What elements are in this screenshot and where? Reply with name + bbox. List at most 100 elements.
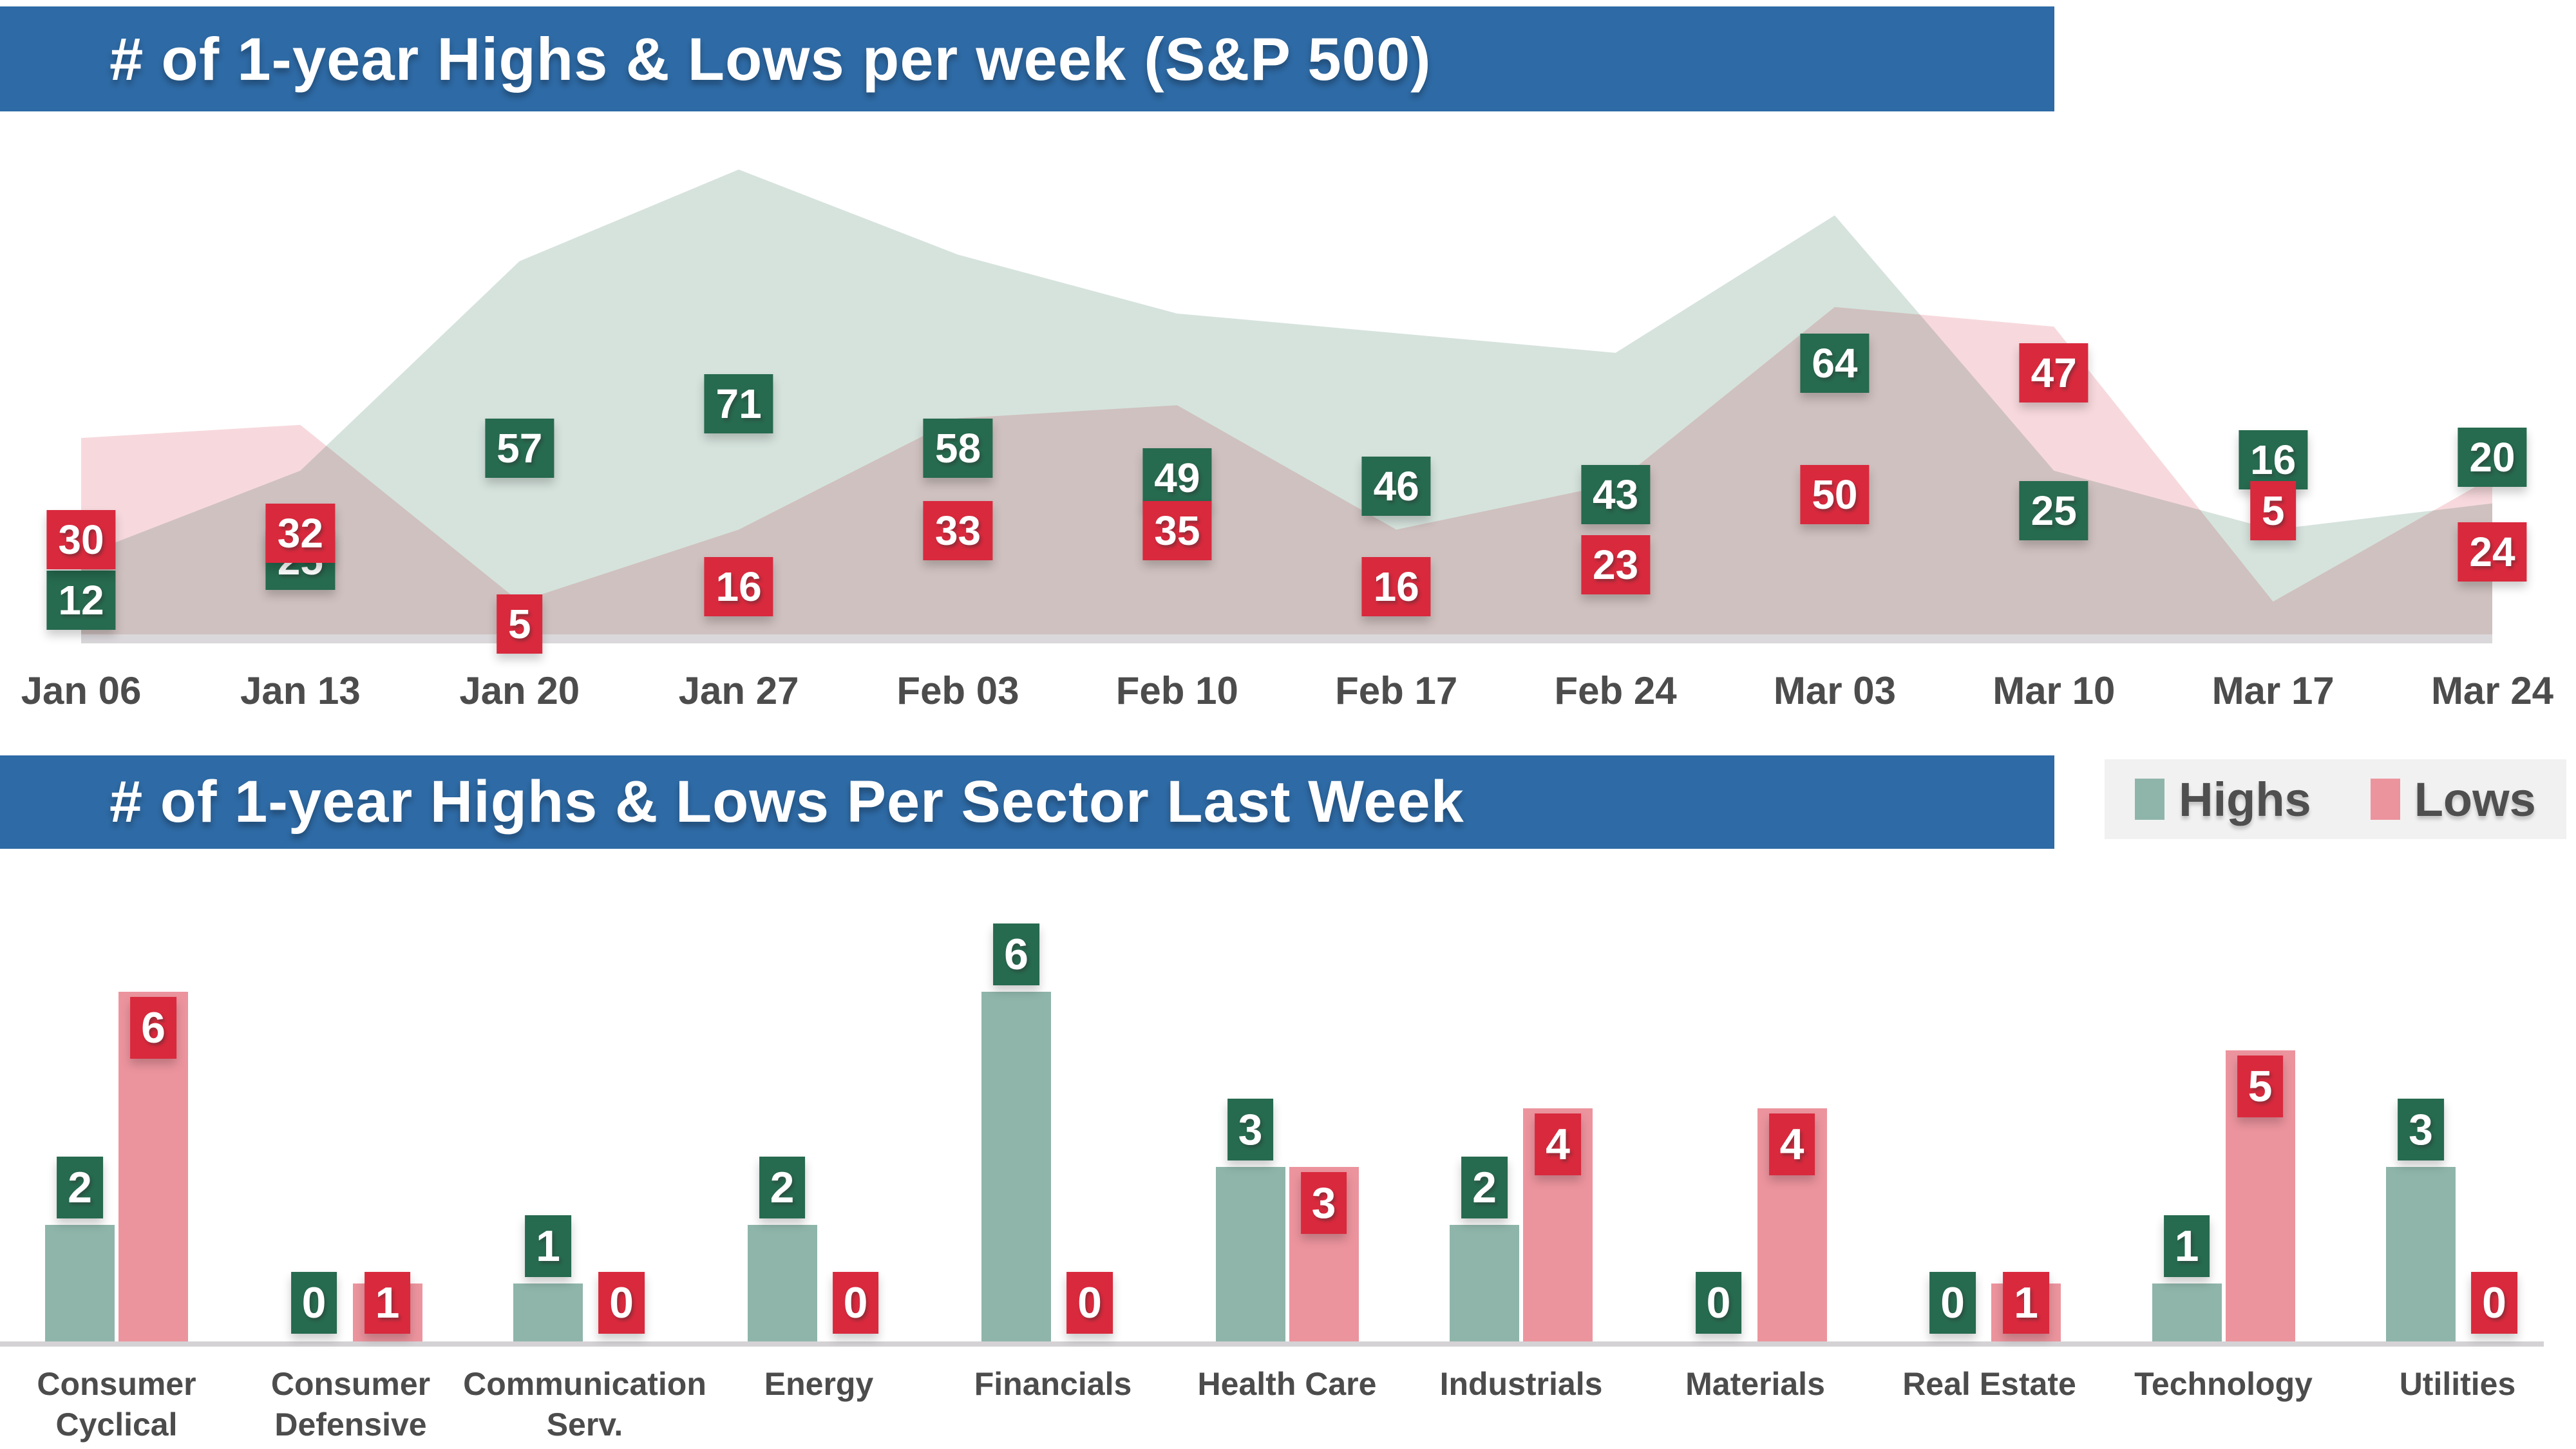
high-value-badge: 43 bbox=[1580, 465, 1651, 524]
weekly-chart-title: # of 1-year Highs & Lows per week (S&P 5… bbox=[109, 24, 1432, 93]
sector-high-value-badge: 0 bbox=[290, 1272, 337, 1334]
high-value-badge: 57 bbox=[485, 419, 554, 478]
week-label: Jan 27 bbox=[678, 669, 799, 712]
high-value-badge: 49 bbox=[1142, 448, 1212, 507]
sector-high-value-badge: 2 bbox=[57, 1157, 103, 1218]
sector-high-value-badge: 2 bbox=[759, 1157, 806, 1218]
week-label: Jan 20 bbox=[459, 669, 580, 712]
sector-chart-title-banner: # of 1-year Highs & Lows Per Sector Last… bbox=[0, 755, 2054, 849]
sector-low-value-badge: 6 bbox=[130, 997, 176, 1059]
sector-label-line: Materials bbox=[1685, 1366, 1825, 1402]
sector-low-value-badge: 4 bbox=[1768, 1113, 1815, 1175]
sector-label-line: Defensive bbox=[274, 1406, 427, 1443]
sector-label: Consumer Defensive bbox=[271, 1364, 430, 1444]
sector-label-line: Financials bbox=[974, 1366, 1132, 1402]
lows-legend-label: Lows bbox=[2414, 772, 2536, 826]
weekly-chart-baseline bbox=[81, 634, 2492, 643]
low-value-badge: 47 bbox=[2019, 343, 2088, 402]
sector-low-value-badge: 0 bbox=[832, 1272, 879, 1334]
low-value-badge: 16 bbox=[704, 557, 773, 616]
sector-label-line: Serv. bbox=[546, 1406, 623, 1443]
sector-high-value-badge: 6 bbox=[993, 923, 1039, 985]
sector-high-value-badge: 0 bbox=[1929, 1272, 1976, 1334]
week-label: Mar 03 bbox=[1773, 669, 1896, 712]
highs-bar bbox=[513, 1283, 583, 1341]
legend: Highs Lows bbox=[2105, 759, 2566, 839]
high-value-badge: 71 bbox=[704, 374, 773, 433]
highs-bar bbox=[2386, 1166, 2456, 1341]
high-value-badge: 20 bbox=[2458, 428, 2527, 487]
high-value-badge: 46 bbox=[1361, 457, 1431, 516]
sector-high-value-badge: 3 bbox=[2398, 1098, 2444, 1160]
low-value-badge: 5 bbox=[2249, 481, 2297, 540]
sector-chart-baseline bbox=[0, 1341, 2544, 1347]
sector-label: Industrials bbox=[1440, 1364, 1603, 1405]
sector-label-line: Cyclical bbox=[55, 1406, 178, 1443]
lows-legend-swatch-icon bbox=[2370, 779, 2400, 820]
sector-low-value-badge: 5 bbox=[2237, 1055, 2284, 1117]
sector-high-value-badge: 1 bbox=[525, 1215, 571, 1277]
high-value-badge: 58 bbox=[923, 419, 993, 478]
sector-label-line: Health Care bbox=[1197, 1366, 1377, 1402]
low-value-badge: 16 bbox=[1361, 557, 1431, 616]
highs-bar bbox=[45, 1225, 115, 1341]
sector-chart-title: # of 1-year Highs & Lows Per Sector Last… bbox=[109, 769, 1464, 835]
sector-label: Real Estate bbox=[1902, 1364, 2076, 1405]
sector-high-value-badge: 3 bbox=[1227, 1098, 1274, 1160]
sector-low-value-badge: 4 bbox=[1535, 1113, 1581, 1175]
sector-low-value-badge: 1 bbox=[364, 1272, 411, 1334]
week-label: Feb 03 bbox=[896, 669, 1019, 712]
week-label: Jan 13 bbox=[240, 669, 361, 712]
sector-low-value-badge: 0 bbox=[598, 1272, 645, 1334]
low-value-badge: 50 bbox=[1800, 465, 1870, 524]
highs-bar bbox=[1215, 1166, 1285, 1341]
low-value-badge: 32 bbox=[265, 504, 335, 563]
sector-label: Financials bbox=[974, 1364, 1132, 1405]
high-value-badge: 25 bbox=[2019, 481, 2088, 540]
week-label: Feb 10 bbox=[1115, 669, 1238, 712]
sector-label: Consumer Cyclical bbox=[37, 1364, 196, 1444]
low-value-badge: 35 bbox=[1142, 501, 1212, 560]
sector-low-value-badge: 0 bbox=[2471, 1272, 2517, 1334]
highs-bar bbox=[981, 992, 1051, 1341]
sector-label-line: Consumer bbox=[37, 1366, 196, 1402]
highs-bar bbox=[747, 1225, 817, 1341]
highs-legend-label: Highs bbox=[2179, 772, 2311, 826]
sector-label-line: Energy bbox=[764, 1366, 874, 1402]
sector-label-line: Technology bbox=[2134, 1366, 2313, 1402]
week-label: Jan 06 bbox=[21, 669, 142, 712]
highs-bar bbox=[1450, 1225, 1519, 1341]
low-value-badge: 33 bbox=[923, 501, 993, 560]
sector-label: Utilities bbox=[2400, 1364, 2516, 1405]
low-value-badge: 5 bbox=[496, 594, 543, 654]
highs-bar bbox=[2152, 1283, 2222, 1341]
high-value-badge: 12 bbox=[46, 571, 116, 630]
week-label: Mar 10 bbox=[1993, 669, 2116, 712]
highs-area bbox=[81, 169, 2492, 634]
sector-label: Materials bbox=[1685, 1364, 1825, 1405]
sector-low-value-badge: 0 bbox=[1066, 1272, 1113, 1334]
sector-label: Health Care bbox=[1198, 1364, 1377, 1405]
week-label: Mar 17 bbox=[2211, 669, 2334, 712]
low-value-badge: 24 bbox=[2458, 522, 2527, 582]
sector-high-value-badge: 0 bbox=[1695, 1272, 1742, 1334]
sector-high-value-badge: 2 bbox=[1461, 1157, 1508, 1218]
week-label: Feb 17 bbox=[1335, 669, 1458, 712]
sector-label-line: Industrials bbox=[1439, 1366, 1603, 1402]
sector-high-value-badge: 1 bbox=[2163, 1215, 2210, 1277]
sector-label: Technology bbox=[2134, 1364, 2313, 1405]
low-value-badge: 23 bbox=[1580, 535, 1651, 594]
sector-label: Energy bbox=[764, 1364, 874, 1405]
highs-legend-swatch-icon bbox=[2135, 779, 2165, 820]
high-value-badge: 16 bbox=[2239, 430, 2308, 489]
sector-label-line: Real Estate bbox=[1902, 1366, 2076, 1402]
sector-label-line: Utilities bbox=[2399, 1366, 2516, 1402]
week-label: Feb 24 bbox=[1554, 669, 1677, 712]
low-value-badge: 30 bbox=[46, 510, 116, 569]
sector-low-value-badge: 1 bbox=[2003, 1272, 2049, 1334]
sector-label: Communication Serv. bbox=[463, 1364, 706, 1444]
sector-label-line: Communication bbox=[463, 1366, 706, 1402]
high-value-badge: 64 bbox=[1800, 334, 1870, 393]
